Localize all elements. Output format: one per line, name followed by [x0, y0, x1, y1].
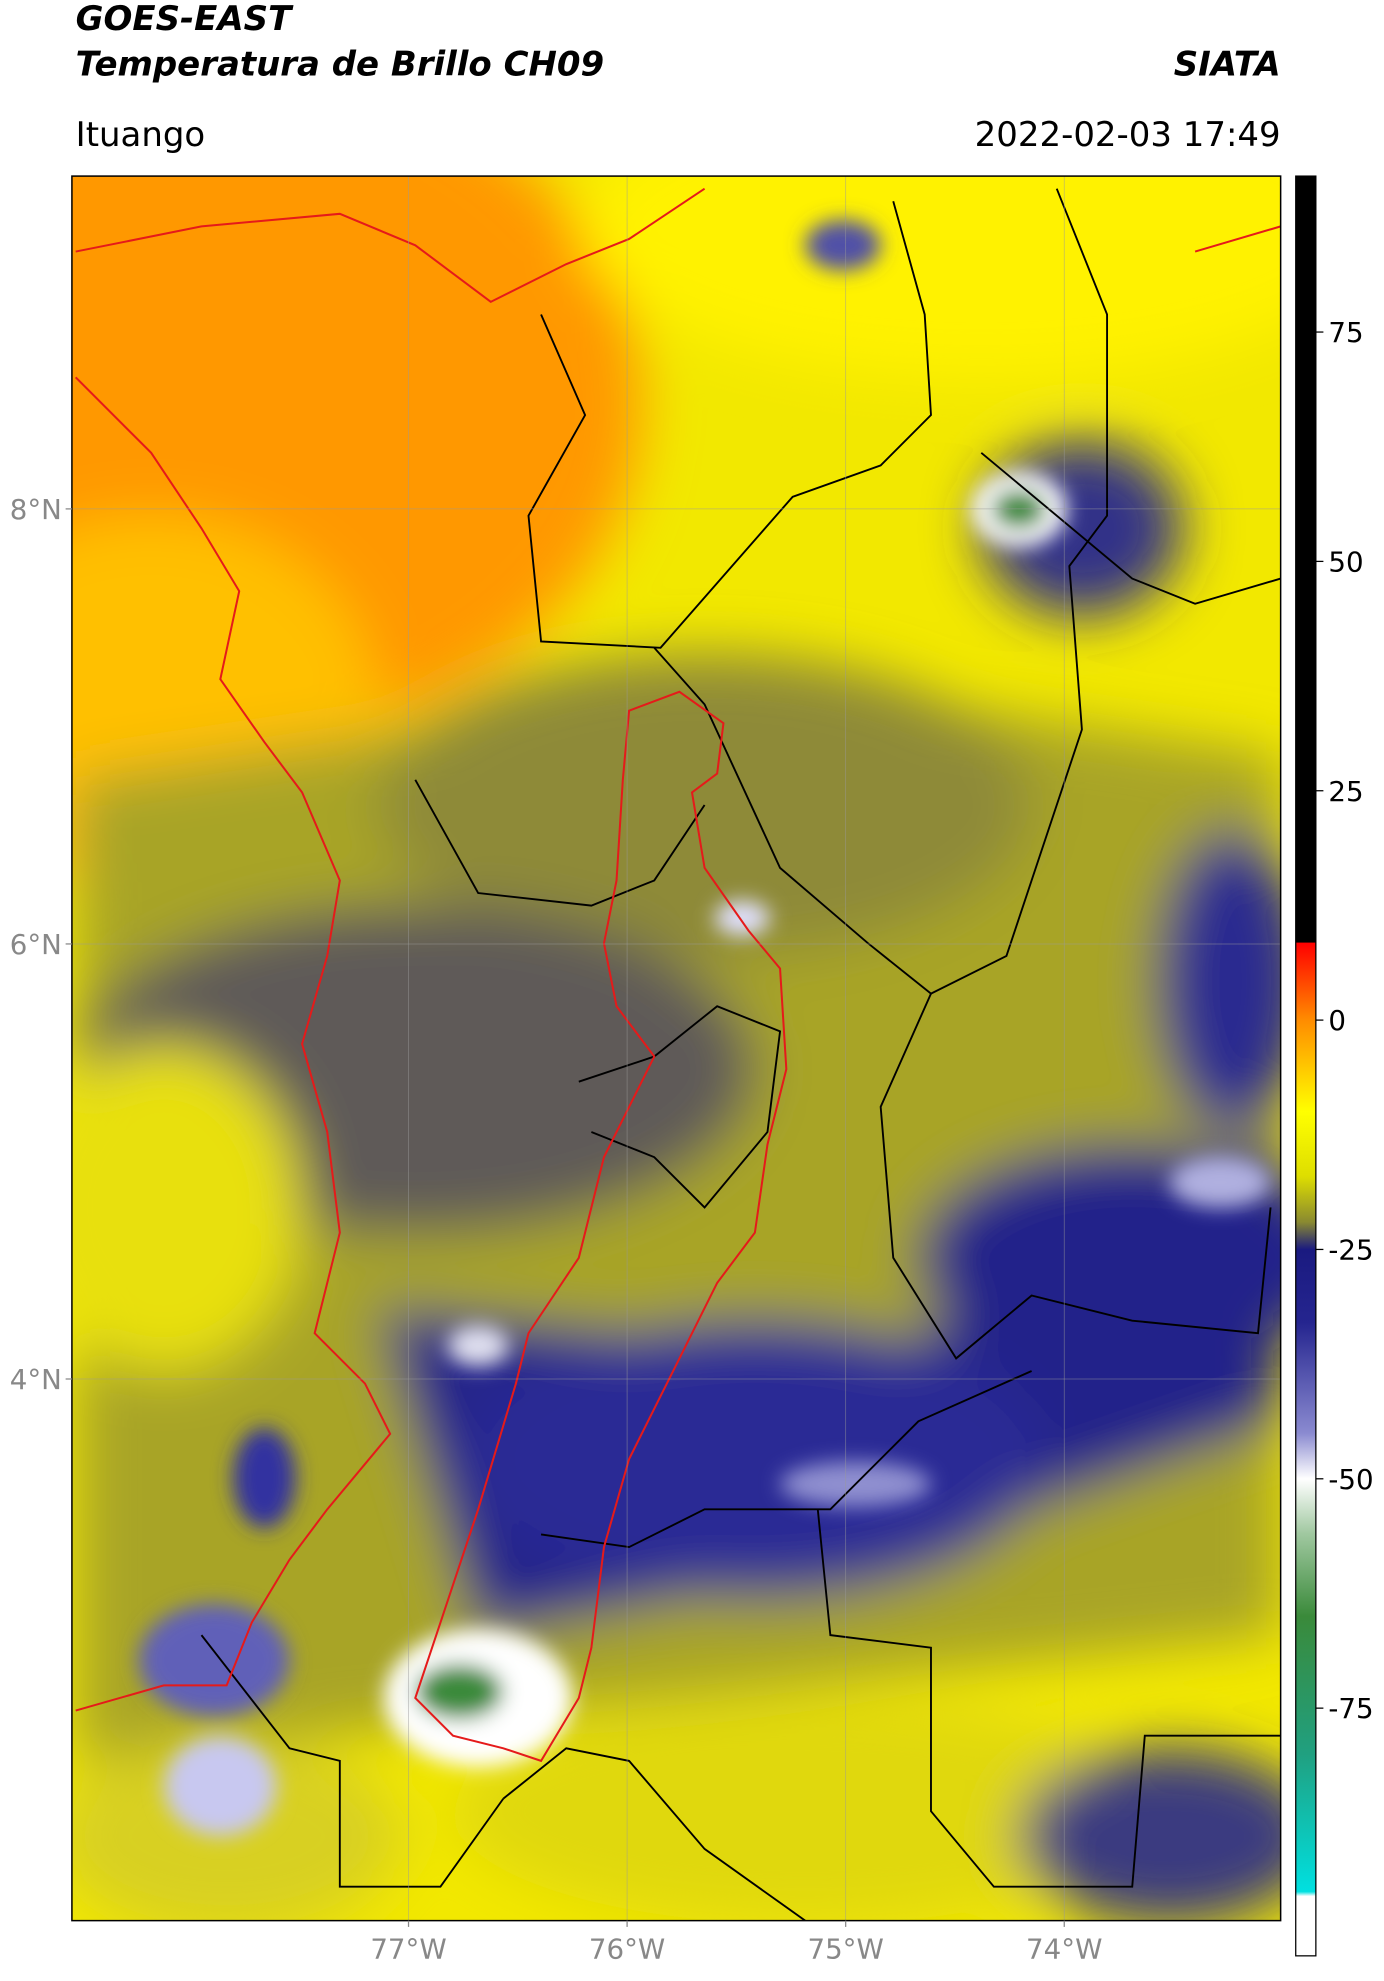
y-tick-label: 8°N: [10, 493, 62, 526]
colorbar: [1295, 175, 1317, 1957]
colorbar-tick-label: -75: [1328, 1692, 1373, 1725]
y-tick-label: 4°N: [10, 1363, 62, 1396]
x-tick-label: 75°W: [807, 1932, 883, 1965]
red-outlines: [74, 187, 1281, 1763]
x-tick-label: 76°W: [589, 1932, 665, 1965]
region: Ituango: [76, 115, 206, 155]
satellite-image: [71, 176, 1281, 1921]
colorbar-tick-label: -50: [1328, 1463, 1373, 1496]
colorbar-tick-label: -25: [1328, 1234, 1373, 1267]
y-tick-label: 6°N: [10, 928, 62, 961]
colorbar-ticks: 75 50 25 0 -25 -50 -75: [1315, 316, 1374, 1725]
grid: [71, 176, 1281, 1921]
colorbar-tick-label: 25: [1328, 775, 1363, 808]
map-frame: [71, 175, 1282, 1922]
borders: [200, 188, 1281, 1921]
colorbar-tick-label: 75: [1328, 316, 1363, 349]
axis-ticks: 77°W 76°W 75°W 74°W 8°N 6°N 4°N: [10, 493, 1103, 1965]
colorbar-tick-label: 50: [1328, 545, 1363, 578]
source: SIATA: [1174, 44, 1281, 84]
x-tick-label: 77°W: [370, 1932, 446, 1965]
colorbar-tick-label: 0: [1328, 1004, 1346, 1037]
x-tick-label: 74°W: [1026, 1932, 1102, 1965]
timestamp: 2022-02-03 17:49: [975, 115, 1281, 155]
subtitle: Temperatura de Brillo CH09: [76, 44, 604, 84]
title: GOES-EAST: [76, 0, 294, 39]
